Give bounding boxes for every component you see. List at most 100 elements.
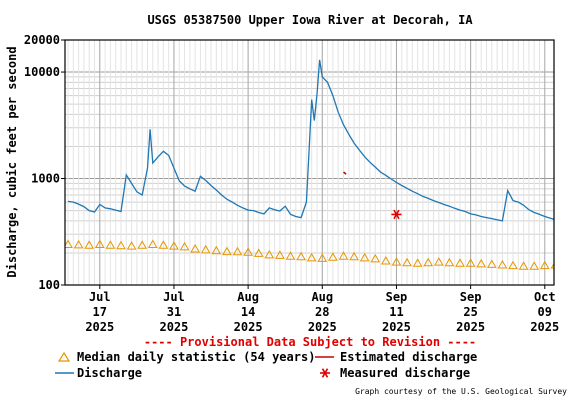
- x-tick-label: 2025: [159, 320, 188, 334]
- median-point: [380, 256, 391, 265]
- median-point: [465, 258, 476, 267]
- median-point: [317, 253, 328, 262]
- median-point: [328, 252, 338, 261]
- legend: Median daily statistic (54 years) Estima…: [55, 350, 477, 380]
- legend-measured-label: Measured discharge: [340, 366, 470, 380]
- x-tick-label: Aug: [237, 290, 259, 304]
- median-point: [179, 241, 190, 251]
- x-tick-label: 11: [389, 305, 403, 319]
- median-point: [169, 241, 179, 250]
- median-point: [211, 245, 222, 255]
- triangle-icon: [57, 351, 71, 362]
- x-tick-label: 25: [463, 305, 477, 319]
- median-point: [359, 252, 370, 262]
- discharge-series: [67, 59, 554, 222]
- chart-title: USGS 05387500 Upper Iowa River at Decora…: [147, 13, 473, 27]
- median-point: [529, 261, 540, 270]
- legend-discharge-label: Discharge: [77, 366, 142, 380]
- x-axis: Jul172025Jul312025Aug142025Aug282025Sep1…: [85, 285, 559, 334]
- median-point: [338, 251, 349, 260]
- plot-frame: [64, 39, 555, 286]
- y-tick-label: 20000: [24, 33, 60, 47]
- discharge-line: [67, 59, 554, 222]
- median-point: [105, 240, 116, 249]
- x-tick-label: 2025: [308, 320, 337, 334]
- x-tick-label: Jul: [163, 290, 185, 304]
- x-tick-label: 28: [315, 305, 329, 319]
- median-point: [539, 260, 550, 270]
- median-point: [486, 259, 497, 268]
- asterisk-icon: [320, 368, 330, 378]
- x-tick-label: 09: [538, 305, 552, 319]
- y-axis-label: Discharge, cubic feet per second: [5, 46, 19, 277]
- median-point: [402, 257, 412, 267]
- measured-point: [391, 209, 402, 220]
- median-point: [433, 257, 444, 266]
- median-point: [137, 240, 148, 249]
- x-tick-label: 2025: [456, 320, 485, 334]
- y-tick-label: 100: [38, 278, 60, 292]
- legend-estimated-label: Estimated discharge: [340, 350, 477, 364]
- median-point: [243, 247, 253, 256]
- median-point: [84, 240, 95, 249]
- measured-series: [391, 209, 402, 220]
- median-point: [476, 258, 487, 268]
- x-tick-label: Aug: [311, 290, 333, 304]
- x-tick-label: Sep: [386, 290, 408, 304]
- median-point: [253, 248, 264, 257]
- median-point: [444, 257, 455, 267]
- x-tick-label: Sep: [460, 290, 482, 304]
- median-point: [349, 251, 359, 261]
- median-point: [126, 241, 137, 250]
- median-point: [116, 240, 126, 250]
- provisional-notice: ---- Provisional Data Subject to Revisio…: [144, 335, 476, 349]
- median-point: [73, 239, 84, 249]
- x-tick-label: 2025: [530, 320, 559, 334]
- legend-median-label: Median daily statistic (54 years): [77, 350, 315, 364]
- median-point: [285, 251, 296, 260]
- median-point: [296, 251, 306, 261]
- estimated-line: [343, 171, 347, 175]
- legend-item-estimated: Estimated discharge: [315, 350, 477, 364]
- median-point: [306, 252, 317, 262]
- median-point: [275, 250, 285, 259]
- x-tick-label: Oct: [534, 290, 556, 304]
- median-point: [65, 239, 73, 249]
- legend-item-median: Median daily statistic (54 years): [57, 350, 315, 364]
- x-tick-label: 31: [167, 305, 181, 319]
- median-point: [412, 258, 423, 267]
- x-tick-label: 2025: [234, 320, 263, 334]
- x-tick-label: 2025: [382, 320, 411, 334]
- median-point: [147, 239, 158, 249]
- estimated-series: [343, 171, 347, 175]
- median-point: [190, 243, 201, 253]
- y-tick-label: 1000: [31, 172, 60, 186]
- legend-item-measured: Measured discharge: [320, 366, 470, 380]
- x-tick-label: 14: [241, 305, 255, 319]
- median-point: [391, 257, 402, 266]
- median-point: [497, 260, 508, 269]
- median-point: [423, 257, 434, 267]
- legend-item-discharge: Discharge: [55, 366, 142, 380]
- median-point: [518, 261, 529, 270]
- asterisk-stroke: [321, 368, 329, 378]
- credit-text: Graph courtesy of the U.S. Geological Su…: [355, 387, 567, 396]
- median-point: [508, 260, 518, 270]
- x-tick-label: Jul: [89, 290, 111, 304]
- median-point: [264, 249, 275, 259]
- x-tick-label: 17: [93, 305, 107, 319]
- median-point: [94, 239, 105, 249]
- median-point: [550, 262, 554, 269]
- legend-asterisk: [320, 368, 330, 378]
- asterisk-stroke: [393, 209, 400, 220]
- median-point: [200, 244, 211, 254]
- median-point: [370, 253, 381, 263]
- median-point: [232, 246, 243, 256]
- median-series: [65, 239, 554, 270]
- y-tick-label: 10000: [24, 65, 60, 79]
- median-point: [222, 246, 232, 256]
- y-axis: 100 1000 10000 20000: [24, 33, 65, 292]
- median-point: [455, 258, 465, 267]
